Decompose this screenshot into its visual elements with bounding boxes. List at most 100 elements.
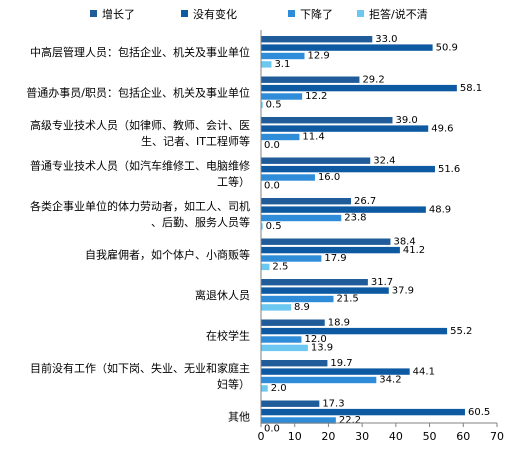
bar: [261, 223, 263, 230]
bar: [261, 344, 308, 352]
data-label: 13.9: [311, 343, 333, 354]
data-label: 18.9: [328, 317, 350, 328]
bar: [261, 36, 373, 43]
x-tick-label: 20: [321, 430, 335, 443]
x-tick-label: 70: [490, 430, 504, 443]
legend-swatch: [357, 10, 364, 17]
legend-swatch: [181, 10, 188, 17]
x-tick-label: 60: [456, 430, 470, 443]
legend-swatch: [288, 10, 295, 17]
x-tick-label: 10: [288, 430, 302, 443]
bar: [261, 246, 400, 254]
data-label: 19.7: [330, 358, 352, 369]
data-label: 8.9: [294, 302, 310, 313]
data-label: 44.1: [413, 366, 435, 377]
data-label: 3.1: [274, 59, 290, 70]
data-label: 60.5: [468, 407, 490, 418]
data-label: 17.9: [324, 253, 346, 264]
bar: [261, 133, 300, 141]
category-label: 妇等）: [217, 377, 250, 391]
data-label: 0.0: [264, 181, 280, 192]
data-label: 23.8: [344, 213, 366, 224]
data-label: 51.6: [438, 164, 460, 175]
data-label: 12.2: [305, 91, 327, 102]
category-label: 目前没有工作（如下岗、失业、无业和家庭主: [30, 361, 250, 375]
bar: [261, 238, 391, 245]
data-label: 41.2: [403, 245, 425, 256]
category-label: 工等）: [217, 174, 250, 188]
data-label: 21.5: [336, 294, 358, 305]
bar: [261, 327, 448, 335]
bar: [261, 400, 320, 407]
legend-label: 下降了: [300, 7, 333, 21]
category-label: 自我雇佣者，如个体户、小商贩等: [85, 247, 250, 261]
data-label: 11.4: [302, 132, 324, 143]
data-label: 0.0: [264, 424, 280, 435]
legend-label: 没有变化: [193, 7, 237, 21]
category-label: 中高层管理人员：包括企业、机关及事业单位: [30, 45, 250, 59]
bar: [261, 117, 393, 124]
bar: [261, 198, 352, 205]
data-label: 50.9: [436, 42, 458, 53]
bar: [261, 336, 302, 343]
category-label: 、后勤、服务人员等: [151, 215, 250, 229]
bar: [261, 101, 263, 109]
category-label: 在校学生: [206, 328, 250, 342]
bar: [261, 408, 465, 416]
category-label: 离退休人员: [195, 288, 250, 302]
data-label: 58.1: [460, 83, 482, 94]
bar: [261, 61, 272, 68]
bar: [261, 304, 292, 311]
data-label: 17.3: [322, 398, 344, 409]
data-label: 12.9: [307, 51, 329, 62]
bar: [261, 368, 410, 375]
x-tick-label: 30: [355, 430, 369, 443]
data-label: 26.7: [354, 196, 376, 207]
bar: [261, 295, 334, 303]
bar: [261, 84, 457, 92]
data-label: 49.6: [431, 123, 453, 134]
bar: [261, 385, 268, 392]
category-label: 其他: [228, 410, 250, 423]
data-label: 31.7: [371, 277, 393, 288]
data-label: 22.2: [339, 415, 361, 426]
data-label: 16.0: [318, 172, 340, 183]
bar: [261, 263, 270, 271]
bar: [261, 52, 305, 60]
x-tick-label: 0: [258, 430, 265, 443]
legend: 增长了 没有变化 下降了 拒答/说不清: [90, 7, 428, 21]
bar: [261, 279, 368, 286]
data-label: 32.4: [373, 155, 395, 166]
x-tick-label: 50: [423, 430, 437, 443]
data-label: 12.0: [304, 334, 326, 345]
data-label: 39.0: [395, 115, 417, 126]
category-labels: 中高层管理人员：包括企业、机关及事业单位普通办事员/职员：包括企业、机关及事业单…: [26, 45, 250, 423]
category-label: 生、记者、IT工程师等: [141, 134, 250, 148]
bar: [261, 214, 342, 222]
data-label: 34.2: [379, 375, 401, 386]
category-label: 各类企事业单位的体力劳动者，如工人、司机: [30, 199, 250, 213]
legend-label: 拒答/说不清: [369, 7, 428, 21]
bar: [261, 417, 336, 424]
bar: [261, 76, 360, 83]
data-label: 55.2: [450, 326, 472, 337]
category-label: 普通办事员/职员：包括企业、机关及事业单位: [26, 85, 250, 99]
data-label: 2.5: [272, 262, 288, 273]
data-label: 33.0: [375, 34, 397, 45]
bar: [261, 125, 429, 132]
bar: [261, 319, 325, 326]
bar: [261, 376, 377, 384]
bar: [261, 174, 315, 181]
data-label: 0.0: [264, 140, 280, 151]
bar: [261, 44, 433, 51]
bar: [261, 93, 303, 100]
x-tick-label: 40: [389, 430, 403, 443]
category-label: 普通专业技术人员（如汽车维修工、电脑维修: [30, 158, 250, 172]
data-label: 0.5: [266, 100, 282, 111]
x-axis: 0 10 20 30 40 50 60 70: [258, 30, 504, 443]
bars: 33.0 50.9 12.9 3.1 29.2 58.1 12.2 0.5 39.0 49.6 11…: [261, 34, 490, 435]
data-label: 37.9: [392, 285, 414, 296]
bar: [261, 206, 426, 213]
bar: [261, 287, 389, 294]
